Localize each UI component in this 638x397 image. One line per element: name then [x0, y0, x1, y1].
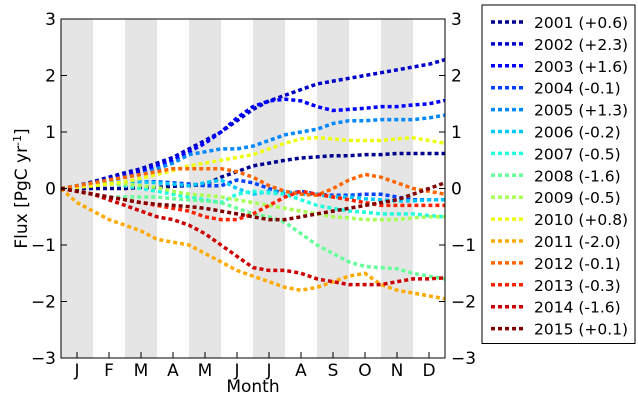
- x-tick-label: M: [198, 361, 213, 381]
- x-axis-label: Month: [226, 377, 279, 397]
- legend-label-9: 2010 (+0.8): [534, 211, 628, 229]
- y-axis-label: Flux [PgC yr-1]: [11, 128, 33, 248]
- y-axis-label-main: Flux [PgC yr: [12, 146, 32, 249]
- legend-label-7: 2008 (-1.6): [534, 167, 621, 185]
- y-tick-label-left: −2: [31, 293, 56, 313]
- y-tick-label-left: −3: [31, 349, 56, 369]
- legend-label-2: 2003 (+1.6): [534, 58, 628, 76]
- series-line-11: [60, 166, 446, 198]
- shaded-band-4: [317, 19, 349, 358]
- x-tick-label: F: [104, 361, 114, 381]
- axis-ticks: −3 −3−2 −2−1 −10 01 12 23 3J F M A M J J A S O N D: [31, 10, 476, 381]
- legend-label-1: 2002 (+2.3): [534, 36, 628, 54]
- x-tick-label: J: [233, 361, 239, 381]
- x-tick-label: M: [134, 361, 149, 381]
- month-bands: [61, 19, 413, 358]
- y-tick-label-right: 2: [451, 67, 462, 87]
- y-tick-label-right: −2: [451, 293, 476, 313]
- legend-label-6: 2007 (-0.5): [534, 145, 621, 163]
- y-tick-label-right: 3: [451, 10, 462, 30]
- x-tick-label: O: [358, 361, 371, 381]
- y-tick-label-left: 2: [45, 67, 56, 87]
- x-tick-label: D: [422, 361, 435, 381]
- series-line-9: [60, 135, 446, 191]
- series-line-14: [60, 181, 446, 222]
- legend-label-0: 2001 (+0.6): [534, 14, 628, 32]
- y-tick-label-right: −1: [451, 236, 476, 256]
- y-tick-label-left: 3: [45, 10, 56, 30]
- legend-label-3: 2004 (-0.1): [534, 80, 621, 98]
- y-tick-label-right: 1: [451, 123, 462, 143]
- x-tick-label: J: [265, 361, 271, 381]
- y-tick-label-right: −3: [451, 349, 476, 369]
- y-tick-label-left: 0: [45, 180, 56, 200]
- legend-label-13: 2014 (-1.6): [534, 299, 621, 317]
- y-tick-label-right: 0: [451, 180, 462, 200]
- series-line-10: [59, 187, 446, 301]
- x-tick-label: A: [167, 361, 179, 381]
- legend-label-10: 2011 (-2.0): [534, 233, 621, 251]
- series-line-1: [60, 58, 446, 191]
- shaded-band-2: [189, 19, 221, 358]
- y-tick-label-left: −1: [31, 236, 56, 256]
- x-tick-label: S: [328, 361, 339, 381]
- legend-label-11: 2012 (-0.1): [534, 255, 621, 273]
- legend-label-4: 2005 (+1.3): [534, 102, 628, 120]
- y-tick-label-left: 1: [45, 123, 56, 143]
- legend-label-8: 2009 (-0.5): [534, 189, 621, 207]
- series-line-7: [60, 186, 446, 281]
- y-axis-label-tail: ]: [12, 128, 32, 135]
- legend-label-12: 2013 (-0.3): [534, 277, 621, 295]
- shaded-band-5: [381, 19, 413, 358]
- series-line-8: [60, 182, 445, 222]
- y-axis-label-superscript: -1: [11, 135, 24, 146]
- legend: 2001 (+0.6) 2002 (+2.3) 2003 (+1.6) 2004 (-…: [481, 4, 636, 344]
- x-tick-label: N: [391, 361, 404, 381]
- series-line-0: [61, 151, 445, 191]
- series-line-13: [60, 186, 446, 287]
- x-tick-label: A: [295, 361, 307, 381]
- legend-label-5: 2006 (-0.2): [534, 124, 621, 142]
- legend-label-14: 2015 (+0.1): [534, 321, 628, 339]
- x-tick-label: J: [73, 361, 79, 381]
- series-layer: [59, 58, 446, 301]
